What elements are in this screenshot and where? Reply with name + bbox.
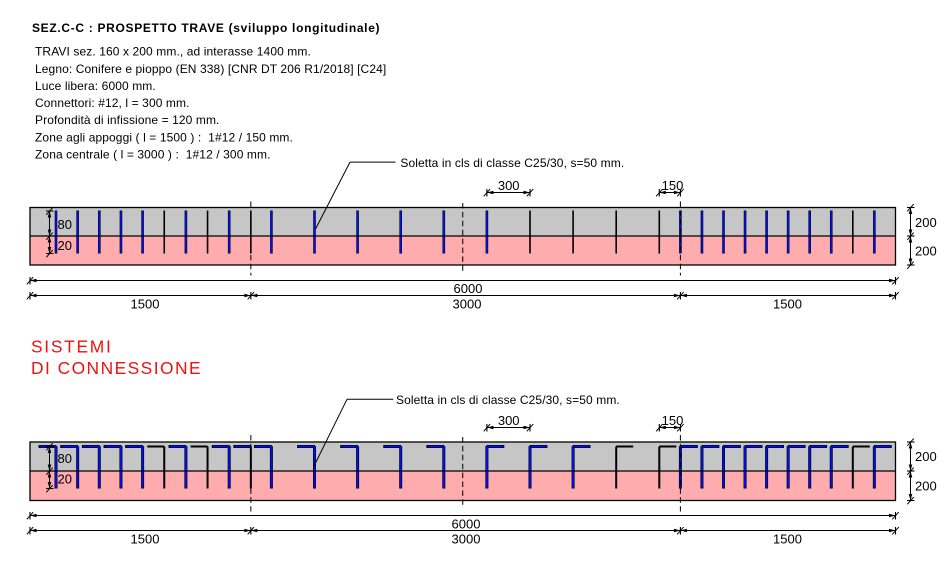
svg-text:150: 150: [662, 178, 684, 193]
svg-text:Legno: Conifere e pioppo (EN 3: Legno: Conifere e pioppo (EN 338) [CNR D…: [35, 62, 386, 76]
svg-text:80: 80: [58, 217, 72, 232]
svg-text:6000: 6000: [452, 516, 481, 531]
svg-text:Soletta in cls di classe C25/3: Soletta in cls di classe C25/30, s=50 mm…: [396, 393, 620, 407]
svg-text:TRAVI sez. 160 x 200 mm., ad i: TRAVI sez. 160 x 200 mm., ad interasse 1…: [35, 45, 311, 59]
svg-text:200: 200: [915, 449, 937, 464]
svg-text:300: 300: [498, 413, 520, 428]
svg-text:6000: 6000: [454, 281, 483, 296]
svg-text:1500: 1500: [131, 531, 160, 546]
svg-text:Soletta in cls di classe C25/3: Soletta in cls di classe C25/30, s=50 mm…: [400, 156, 624, 170]
svg-text:20: 20: [58, 471, 72, 486]
svg-text:Luce libera: 6000 mm.: Luce libera: 6000 mm.: [35, 79, 156, 93]
svg-text:SEZ.C-C : PROSPETTO TRAVE (svi: SEZ.C-C : PROSPETTO TRAVE (sviluppo long…: [32, 21, 380, 35]
svg-text:Connettori: #12, l = 300 mm.: Connettori: #12, l = 300 mm.: [35, 96, 190, 110]
svg-text:Zone agli appoggi ( l = 1500 ): Zone agli appoggi ( l = 1500 ) : 1#12 / …: [35, 130, 293, 144]
svg-text:200: 200: [915, 215, 937, 230]
svg-text:300: 300: [498, 178, 520, 193]
svg-text:150: 150: [662, 413, 684, 428]
svg-text:20: 20: [58, 238, 72, 253]
svg-text:3000: 3000: [453, 296, 482, 311]
svg-text:200: 200: [915, 479, 937, 494]
svg-text:Profondità di infissione = 120: Profondità di infissione = 120 mm.: [35, 113, 220, 127]
svg-text:80: 80: [58, 451, 72, 466]
svg-text:DI CONNESSIONE: DI CONNESSIONE: [31, 358, 202, 378]
svg-text:1500: 1500: [773, 296, 802, 311]
svg-text:SISTEMI: SISTEMI: [31, 337, 112, 357]
svg-text:200: 200: [915, 244, 937, 259]
svg-text:1500: 1500: [131, 296, 160, 311]
svg-text:3000: 3000: [452, 531, 481, 546]
svg-text:Zona centrale ( l = 3000 ) :: Zona centrale ( l = 3000 ) : 1#12 / 300 …: [35, 148, 271, 162]
svg-text:1500: 1500: [773, 531, 802, 546]
